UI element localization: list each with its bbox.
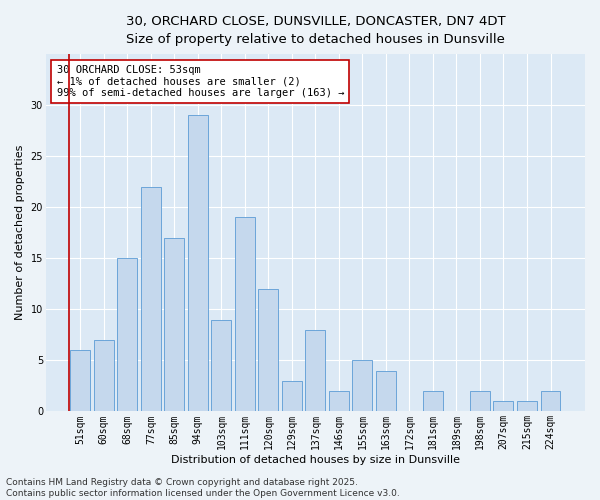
Bar [118,258,137,412]
Text: 30 ORCHARD CLOSE: 53sqm
← 1% of detached houses are smaller (2)
99% of semi-deta: 30 ORCHARD CLOSE: 53sqm ← 1% of detached… [56,65,344,98]
Bar [541,391,560,411]
Bar [235,218,255,412]
Bar [493,401,514,411]
Text: Contains HM Land Registry data © Crown copyright and database right 2025.
Contai: Contains HM Land Registry data © Crown c… [6,478,400,498]
Bar [305,330,325,411]
Bar [164,238,184,412]
Bar [470,391,490,411]
Bar [211,320,232,412]
Bar [188,116,208,412]
Title: 30, ORCHARD CLOSE, DUNSVILLE, DONCASTER, DN7 4DT
Size of property relative to de: 30, ORCHARD CLOSE, DUNSVILLE, DONCASTER,… [125,15,505,46]
Bar [329,391,349,411]
Bar [94,340,114,411]
Y-axis label: Number of detached properties: Number of detached properties [15,145,25,320]
Bar [141,187,161,412]
Bar [352,360,373,412]
Bar [517,401,537,411]
Bar [70,350,91,412]
Bar [376,370,396,412]
Bar [282,381,302,412]
Bar [259,289,278,412]
X-axis label: Distribution of detached houses by size in Dunsville: Distribution of detached houses by size … [171,455,460,465]
Bar [423,391,443,411]
